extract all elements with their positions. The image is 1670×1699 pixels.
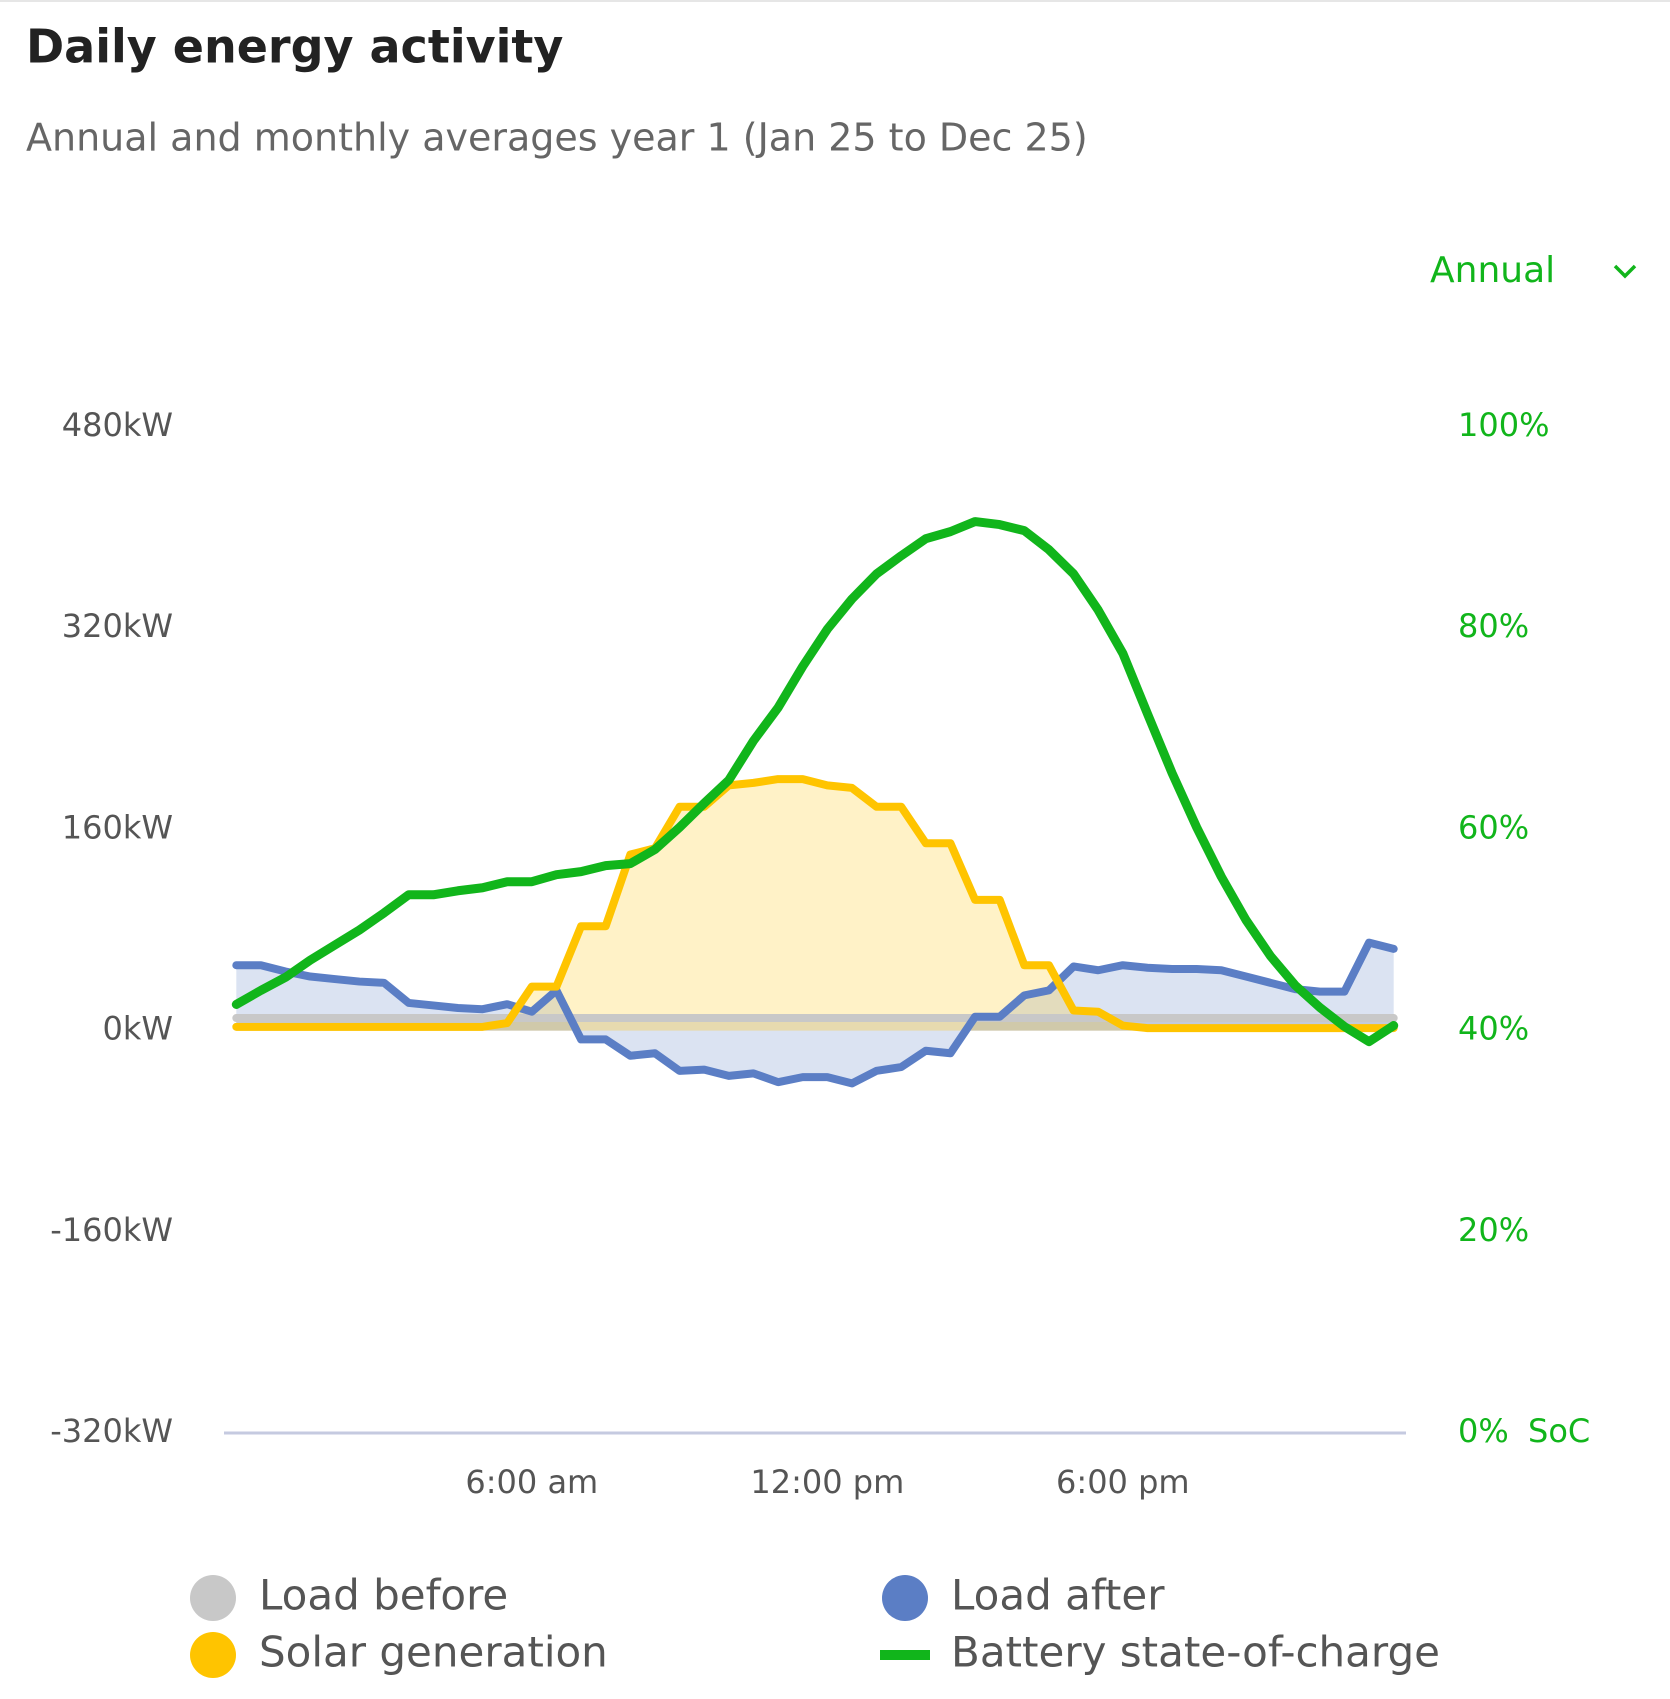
chart-title: Daily energy activity <box>26 20 563 74</box>
lines <box>231 517 1399 1088</box>
x-tick-label: 12:00 pm <box>750 1463 904 1501</box>
series-line <box>231 517 1399 1047</box>
y-tick-label: 480kW <box>62 406 173 444</box>
dropdown-label[interactable]: Annual <box>1430 250 1555 291</box>
series-area <box>236 942 1394 1084</box>
legend-label: Load after <box>951 1571 1165 1620</box>
y2-tick-label: 40% <box>1458 1010 1529 1048</box>
y2-axis-label: SoC <box>1528 1412 1590 1450</box>
legend-label: Load before <box>259 1571 508 1620</box>
y-tick-label: 160kW <box>62 808 173 846</box>
legend-marker <box>190 1632 236 1678</box>
y-tick-label: 0kW <box>102 1010 173 1048</box>
y2-tick-label: 60% <box>1458 808 1529 846</box>
x-tick-label: 6:00 am <box>465 1463 598 1501</box>
y-tick-label: -320kW <box>50 1412 173 1450</box>
legend-label: Battery state-of-charge <box>951 1628 1440 1677</box>
legend-label: Solar generation <box>259 1628 608 1677</box>
legend-marker <box>190 1575 236 1621</box>
period-dropdown[interactable]: Annual <box>1430 250 1637 291</box>
chart-subtitle: Annual and monthly averages year 1 (Jan … <box>26 116 1088 160</box>
series-line <box>232 775 1398 1033</box>
series-area <box>236 779 1394 1031</box>
legend-marker <box>882 1575 928 1621</box>
y-tick-label: 320kW <box>62 607 173 645</box>
y2-tick-label: 0% <box>1458 1412 1509 1450</box>
x-tick-label: 6:00 pm <box>1056 1463 1190 1501</box>
dropdown-chevron[interactable] <box>1613 264 1637 279</box>
y-tick-label: -160kW <box>50 1211 173 1249</box>
y2-tick-label: 20% <box>1458 1211 1529 1249</box>
areas <box>236 779 1394 1084</box>
y2-tick-label: 100% <box>1458 406 1549 444</box>
y2-tick-label: 80% <box>1458 607 1529 645</box>
series-line <box>232 938 1398 1088</box>
